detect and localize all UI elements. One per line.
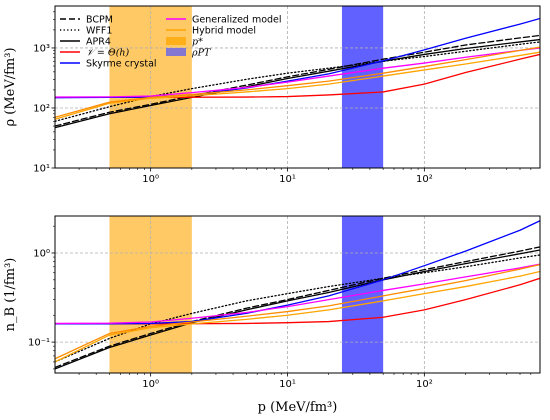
legend-label: p* xyxy=(192,37,203,48)
series-line-unlabeled-7 xyxy=(55,46,540,118)
series-line-apr4 xyxy=(55,249,540,370)
y-tick-label: 10² xyxy=(33,103,50,114)
x-tick-label: 10² xyxy=(416,379,433,390)
series-line-bcpm xyxy=(55,34,540,127)
legend-entry-apr4: APR4 xyxy=(60,37,111,48)
series-line-hybrid-model xyxy=(55,51,540,120)
x-tick-label: 10¹ xyxy=(279,174,296,185)
y-axis-label: n_B (1/fm³) xyxy=(3,258,18,332)
series-line-v-h xyxy=(55,53,540,99)
legend-entry-bcpm: BCPM xyxy=(60,15,113,26)
band-pt xyxy=(341,6,384,168)
y-tick-label: 10³ xyxy=(33,43,50,54)
legend-label: Hybrid model xyxy=(192,26,256,37)
legend-label: Generalized model xyxy=(192,15,282,26)
legend-label: Skyrme crystal xyxy=(86,59,157,70)
legend-entry-wff1: WFF1 xyxy=(60,26,112,37)
x-tick-label: 10⁰ xyxy=(142,174,159,185)
axes-frame xyxy=(54,215,541,374)
legend-label: BCPM xyxy=(86,15,113,26)
x-tick-label: 10¹ xyxy=(279,379,296,390)
band-p xyxy=(109,216,192,373)
legend-entry-hybrid-model: Hybrid model xyxy=(166,26,256,37)
legend-swatch xyxy=(166,37,186,45)
legend-label: WFF1 xyxy=(86,26,112,37)
x-tick-label: 10² xyxy=(416,174,433,185)
series-line-unlabeled-7 xyxy=(55,263,540,360)
legend-label: 𝒱 = Θ(h) xyxy=(86,48,130,59)
series-line-bcpm xyxy=(55,246,540,369)
series-line-apr4 xyxy=(55,38,540,129)
x-tick-label: 10⁰ xyxy=(142,379,159,390)
series-line-generalized-model xyxy=(55,47,540,98)
series-line-generalized-model xyxy=(55,263,540,325)
legend-label: ρPT xyxy=(191,48,211,59)
legend-entry-skyrme-crystal: Skyrme crystal xyxy=(60,59,157,70)
legend-label: APR4 xyxy=(86,37,111,48)
legend-entry-pt: ρPT xyxy=(166,48,211,59)
legend-entry-v-h: 𝒱 = Θ(h) xyxy=(60,48,130,59)
legend-entry-p: p* xyxy=(166,37,203,48)
series-line-hybrid-model xyxy=(55,270,540,363)
y-axis-label: ρ (MeV/fm³) xyxy=(3,47,18,126)
top-panel: 10⁰ 10¹ 10² 10¹ 10² 10³ ρ (MeV/fm³) xyxy=(3,5,541,185)
x-axis-label: p (MeV/fm³) xyxy=(258,400,338,415)
series-line-skyrme-crystal xyxy=(55,17,540,99)
series-line-wff1 xyxy=(55,254,540,363)
legend-swatch xyxy=(166,48,186,56)
axes-frame xyxy=(54,5,541,169)
series-line-skyrme-crystal xyxy=(55,220,540,325)
y-tick-label: 10⁻¹ xyxy=(28,338,50,349)
y-tick-label: 10⁰ xyxy=(33,248,50,259)
legend-entry-generalized-model: Generalized model xyxy=(166,15,282,26)
bottom-panel: 10⁰ 10¹ 10² 10⁻¹ 10⁰ n_B (1/fm³) p (MeV/fm³) xyxy=(3,215,541,415)
y-tick-label: 10¹ xyxy=(33,164,50,175)
